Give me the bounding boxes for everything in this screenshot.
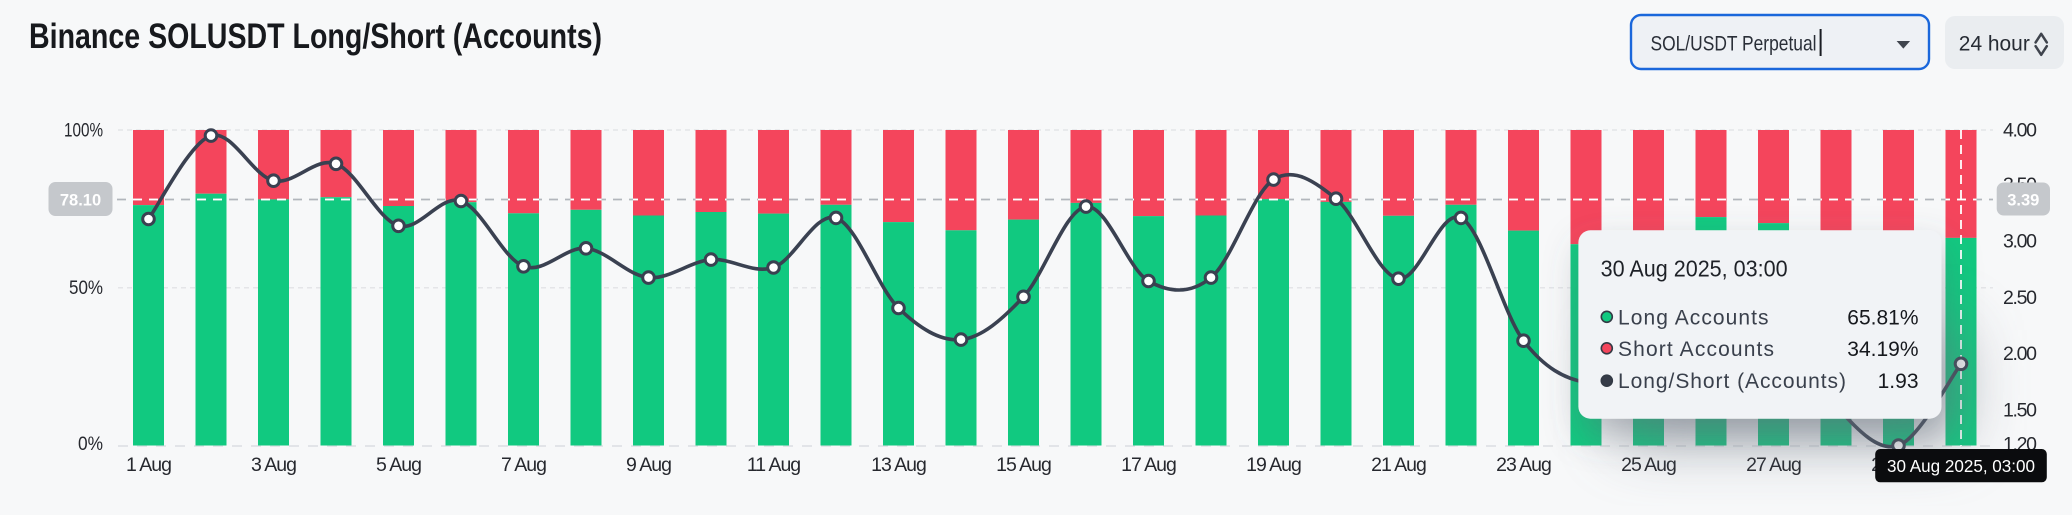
svg-text:9 Aug: 9 Aug (626, 454, 671, 476)
svg-text:11 Aug: 11 Aug (747, 454, 800, 476)
svg-text:4.00: 4.00 (2003, 120, 2037, 142)
svg-text:3.00: 3.00 (2003, 230, 2037, 252)
svg-text:2.50: 2.50 (2003, 287, 2037, 309)
svg-text:30 Aug 2025, 03:00: 30 Aug 2025, 03:00 (1601, 256, 1788, 282)
svg-text:78.10: 78.10 (60, 192, 101, 210)
svg-text:27 Aug: 27 Aug (1746, 454, 1801, 476)
svg-text:Long Accounts: Long Accounts (1618, 306, 1769, 329)
svg-text:24 hour: 24 hour (1959, 33, 2030, 56)
svg-text:13 Aug: 13 Aug (871, 454, 926, 476)
svg-text:1.50: 1.50 (2003, 400, 2037, 422)
svg-text:34.19%: 34.19% (1847, 338, 1918, 361)
svg-text:19 Aug: 19 Aug (1246, 454, 1301, 476)
svg-text:17 Aug: 17 Aug (1121, 454, 1176, 476)
svg-text:0%: 0% (78, 433, 103, 455)
svg-text:30 Aug 2025, 03:00: 30 Aug 2025, 03:00 (1887, 456, 2035, 476)
svg-text:5 Aug: 5 Aug (376, 454, 421, 476)
svg-text:23 Aug: 23 Aug (1496, 454, 1551, 476)
svg-text:1 Aug: 1 Aug (126, 454, 171, 476)
svg-text:7 Aug: 7 Aug (501, 454, 546, 476)
svg-text:50%: 50% (69, 277, 103, 299)
svg-text:100%: 100% (64, 120, 103, 142)
svg-text:Long/Short (Accounts): Long/Short (Accounts) (1618, 370, 1846, 393)
svg-text:15 Aug: 15 Aug (996, 454, 1051, 476)
svg-text:Short Accounts: Short Accounts (1618, 338, 1774, 361)
svg-text:21 Aug: 21 Aug (1371, 454, 1426, 476)
svg-text:1.93: 1.93 (1878, 370, 1919, 393)
svg-text:SOL/USDT Perpetual: SOL/USDT Perpetual (1651, 33, 1817, 56)
svg-text:2.00: 2.00 (2003, 343, 2037, 365)
svg-text:25 Aug: 25 Aug (1621, 454, 1676, 476)
svg-text:3.39: 3.39 (2007, 192, 2039, 210)
svg-text:3 Aug: 3 Aug (251, 454, 296, 476)
svg-text:Binance SOLUSDT Long/Short (Ac: Binance SOLUSDT Long/Short (Accounts) (29, 17, 602, 56)
svg-text:65.81%: 65.81% (1847, 306, 1918, 329)
